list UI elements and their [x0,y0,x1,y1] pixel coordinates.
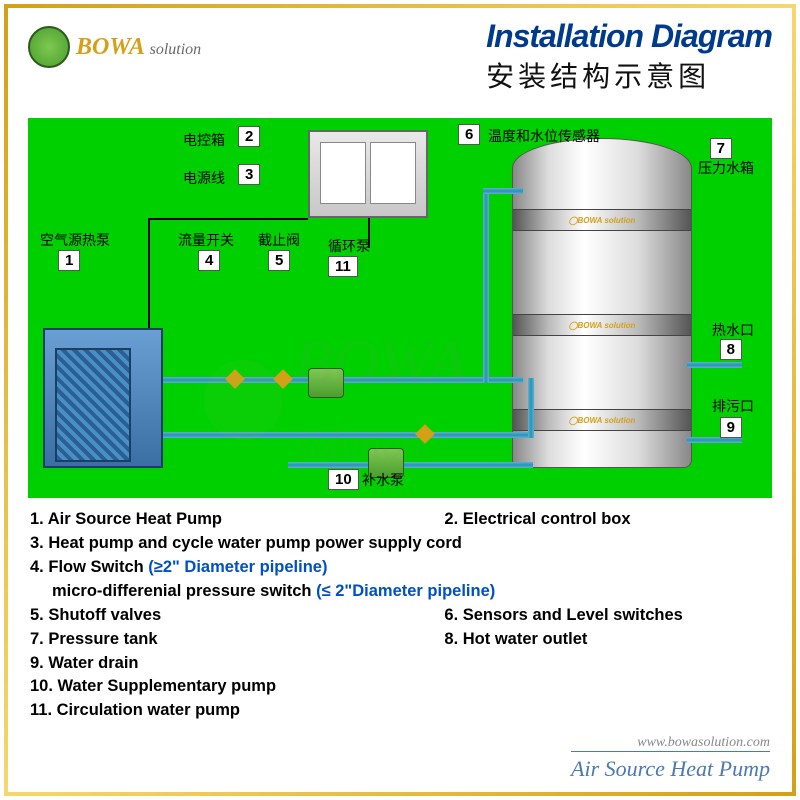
label-cn-9: 排污口 [712,396,754,416]
legend-2: 2. Electrical control box [444,510,630,528]
tank-brand-band: ◯BOWA solution [513,209,691,231]
title-block: Installation Diagram 安装结构示意图 [486,18,772,95]
callout-1: 1 [58,250,80,271]
callout-6: 6 [458,124,480,145]
shutoff-valve-icon [415,424,435,444]
label-cn-4: 流量开关 [178,230,234,250]
brand-suffix: solution [150,41,202,58]
label-cn-8: 热水口 [712,320,754,340]
title-chinese: 安装结构示意图 [486,55,772,95]
electrical-control-box [308,130,428,218]
callout-2: 2 [238,126,260,147]
flow-switch-icon [225,369,245,389]
label-cn-10: 补水泵 [362,470,404,490]
legend-10: 10. Water Supplementary pump [30,677,276,695]
legend-1: 1. Air Source Heat Pump [30,510,222,528]
pipe [528,378,534,438]
callout-9: 9 [720,417,742,438]
label-cn-7: 压力水箱 [698,158,754,178]
footer-url: www.bowasolution.com [571,735,770,751]
callout-8: 8 [720,339,742,360]
brand-logo: BOWA solution [28,26,201,68]
title-english: Installation Diagram [486,18,772,55]
callout-10: 10 [328,469,359,490]
callout-3: 3 [238,164,260,185]
footer: www.bowasolution.com Air Source Heat Pum… [571,735,770,782]
callout-11: 11 [328,256,358,277]
legend-5: 5. Shutoff valves [30,606,161,624]
legend-8: 8. Hot water outlet [444,630,587,648]
brand-name: BOWA [76,34,144,60]
pipe [288,462,533,468]
installation-diagram: ◯BOWA solution ◯BOWA solution ◯BOWA solu… [28,118,772,498]
tank-brand-band: ◯BOWA solution [513,409,691,431]
label-cn-11: 循环泵 [328,236,370,256]
pipe-hot-outlet [687,362,742,368]
legend-4: 4. Flow Switch (≥2" Diameter pipeline) [30,558,327,576]
legend-4-sub: micro-differenial pressure switch (≤ 2"D… [52,582,495,600]
legend-list: 1. Air Source Heat Pump 2. Electrical co… [30,508,770,723]
circulation-pump [308,368,344,398]
tank-brand-band: ◯BOWA solution [513,314,691,336]
shutoff-valve-icon [273,369,293,389]
legend-9: 9. Water drain [30,654,139,672]
logo-disc-icon [28,26,70,68]
label-cn-2: 电控箱 [183,130,225,150]
power-wire [148,218,150,328]
pipe [163,432,533,438]
outer-frame: BOWA solution Installation Diagram 安装结构示… [4,4,796,796]
pipe [483,188,489,383]
legend-3: 3. Heat pump and cycle water pump power … [30,534,462,552]
product-name: Air Source Heat Pump [571,751,770,782]
label-cn-3: 电源线 [183,168,225,188]
label-cn-1: 空气源热泵 [40,230,110,250]
legend-6: 6. Sensors and Level switches [444,606,682,624]
callout-5: 5 [268,250,290,271]
callout-4: 4 [198,250,220,271]
callout-7: 7 [710,138,732,159]
label-cn-5: 截止阀 [258,230,300,250]
power-wire [148,218,308,220]
label-cn-6: 温度和水位传感器 [488,126,600,146]
pipe [483,188,523,194]
pressure-tank: ◯BOWA solution ◯BOWA solution ◯BOWA solu… [512,138,692,468]
legend-7: 7. Pressure tank [30,630,158,648]
heat-pump-unit [43,328,163,468]
legend-11: 11. Circulation water pump [30,701,240,719]
